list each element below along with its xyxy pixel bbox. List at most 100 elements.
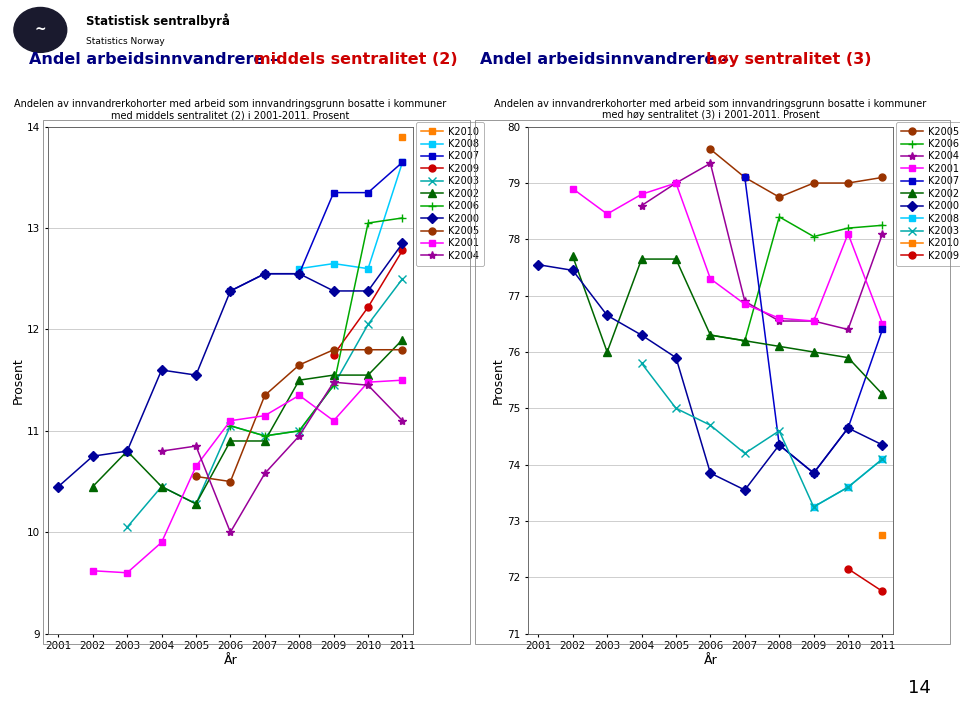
K2002 (294, 376, 305, 384)
K2000 (294, 270, 305, 278)
K2005 (225, 477, 236, 486)
K2009 (362, 303, 373, 311)
K2002 (705, 331, 716, 339)
K2003 (739, 449, 751, 458)
K2002 (328, 371, 340, 379)
K2003 (670, 404, 682, 413)
K2002 (190, 500, 202, 508)
K2005 (294, 360, 305, 369)
Line: K2005: K2005 (707, 146, 886, 201)
K2000 (259, 270, 271, 278)
Legend: K2005, K2006, K2004, K2001, K2007, K2002, K2000, K2008, K2003, K2010, K2009: K2005, K2006, K2004, K2001, K2007, K2002… (897, 122, 960, 265)
K2005 (362, 346, 373, 354)
Line: K2005: K2005 (193, 346, 406, 485)
K2008 (362, 265, 373, 273)
K2001 (362, 378, 373, 386)
Text: Andel arbeidsinnvandrere –: Andel arbeidsinnvandrere – (480, 52, 734, 67)
X-axis label: År: År (704, 654, 717, 667)
K2000 (636, 331, 647, 339)
Text: Andel arbeidsinnvandrere –: Andel arbeidsinnvandrere – (29, 52, 283, 67)
K2004 (396, 417, 408, 425)
K2003 (259, 432, 271, 440)
K2002 (362, 371, 373, 379)
Y-axis label: Prosent: Prosent (12, 357, 24, 403)
Line: K2007: K2007 (741, 174, 886, 477)
Text: ~: ~ (35, 23, 46, 37)
K2000 (808, 469, 820, 477)
K2000 (842, 424, 853, 432)
K2000 (121, 447, 132, 455)
K2009 (328, 351, 340, 359)
K2002 (87, 482, 99, 491)
K2004 (156, 447, 167, 455)
K2001 (601, 210, 612, 218)
K2009 (396, 246, 408, 255)
K2002 (808, 348, 820, 356)
K2001 (121, 569, 132, 577)
K2007 (294, 270, 305, 278)
K2000 (53, 482, 64, 491)
K2000 (876, 441, 888, 449)
K2009 (876, 587, 888, 596)
K2001 (328, 417, 340, 425)
K2001 (774, 314, 785, 322)
K2006 (774, 213, 785, 221)
K2000 (533, 260, 544, 269)
K2003 (328, 381, 340, 389)
K2005 (259, 391, 271, 400)
Legend: K2010, K2008, K2007, K2009, K2003, K2002, K2006, K2000, K2005, K2001, K2004: K2010, K2008, K2007, K2009, K2003, K2002… (417, 122, 484, 265)
K2006 (328, 381, 340, 389)
Text: 14: 14 (908, 679, 931, 697)
K2006 (362, 219, 373, 227)
K2003 (636, 359, 647, 367)
K2002 (636, 255, 647, 263)
K2002 (739, 337, 751, 345)
K2000 (225, 287, 236, 295)
Line: K2003: K2003 (123, 275, 407, 532)
Line: K2001: K2001 (569, 180, 886, 327)
K2007 (739, 173, 751, 182)
K2007 (362, 189, 373, 197)
K2001 (294, 391, 305, 400)
Line: K2004: K2004 (157, 378, 407, 536)
K2006 (705, 331, 716, 339)
Line: K2008: K2008 (810, 455, 886, 510)
Line: K2000: K2000 (535, 261, 886, 494)
K2001 (842, 230, 853, 238)
K2005 (842, 179, 853, 187)
K2000 (705, 469, 716, 477)
K2000 (739, 486, 751, 494)
K2000 (87, 452, 99, 460)
Text: Statistisk sentralbyrå: Statistisk sentralbyrå (86, 13, 230, 28)
K2000 (567, 266, 579, 275)
K2001 (670, 179, 682, 187)
K2004 (876, 230, 888, 238)
K2003 (121, 523, 132, 532)
K2003 (156, 482, 167, 491)
K2001 (739, 300, 751, 308)
K2002 (259, 436, 271, 445)
K2005 (396, 346, 408, 354)
K2007 (842, 424, 853, 432)
K2002 (156, 482, 167, 491)
K2006 (876, 221, 888, 230)
K2003 (190, 500, 202, 508)
K2003 (808, 503, 820, 511)
K2008 (808, 503, 820, 511)
K2002 (842, 353, 853, 362)
Line: K2002: K2002 (88, 335, 407, 508)
K2005 (705, 145, 716, 153)
K2003 (774, 427, 785, 435)
K2003 (842, 483, 853, 491)
Line: K2009: K2009 (330, 247, 406, 358)
Line: K2003: K2003 (637, 359, 887, 511)
K2000 (396, 239, 408, 248)
K2004 (259, 469, 271, 477)
K2002 (601, 348, 612, 356)
K2006 (225, 422, 236, 430)
K2000 (774, 441, 785, 449)
Line: K2007: K2007 (227, 158, 406, 294)
K2004 (670, 179, 682, 187)
K2004 (362, 381, 373, 389)
K2006 (294, 427, 305, 435)
